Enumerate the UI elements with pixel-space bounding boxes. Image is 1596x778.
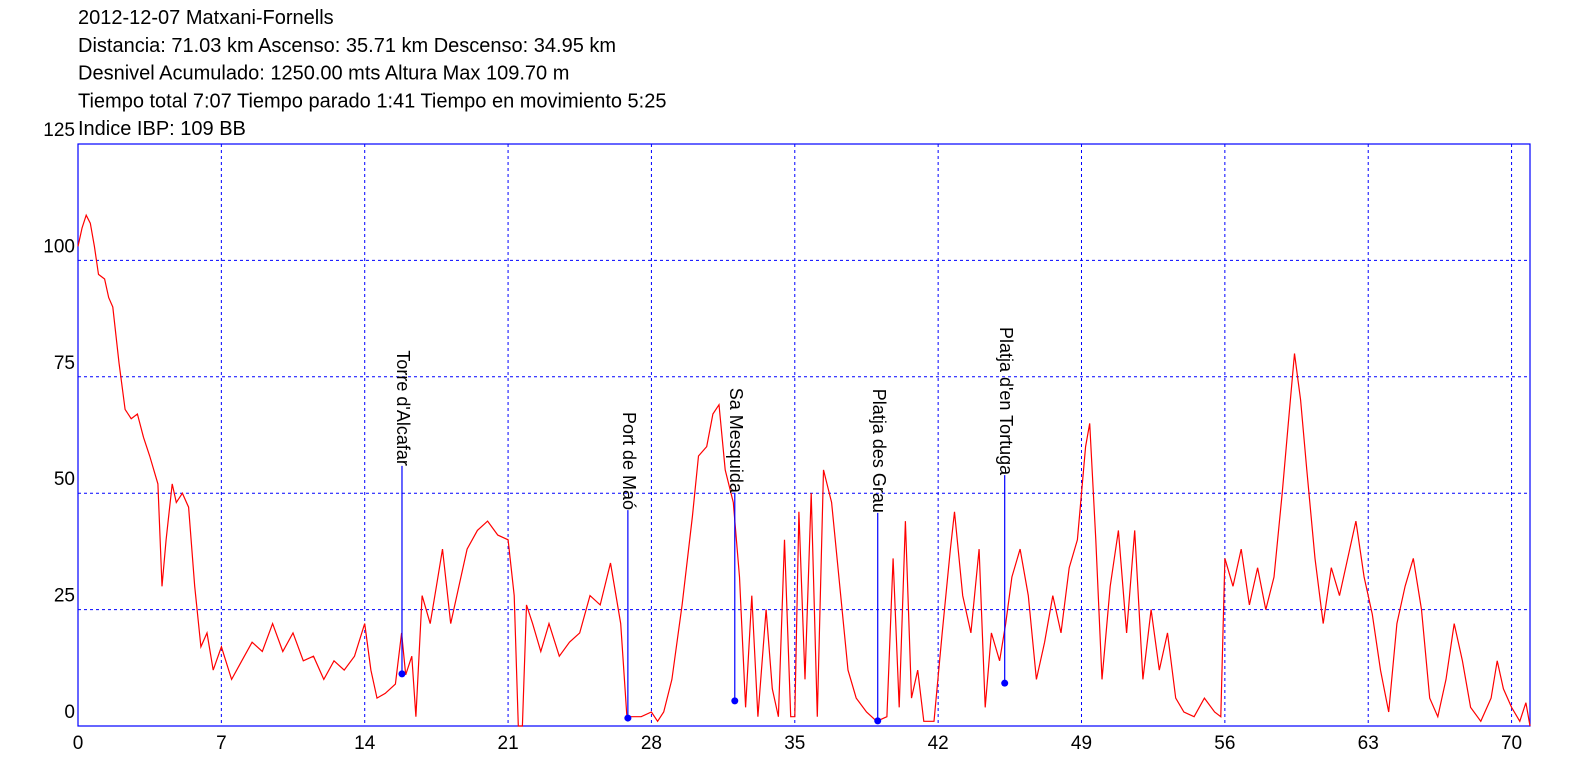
x-tick-label: 28: [641, 733, 662, 754]
y-tick-label: 50: [54, 469, 75, 490]
waypoint-marker: [731, 697, 739, 705]
title-line: Tiempo total 7:07 Tiempo parado 1:41 Tie…: [78, 90, 667, 112]
waypoint-marker: [1001, 679, 1009, 687]
waypoint-label: Port de Maó: [619, 412, 639, 510]
x-tick-label: 70: [1501, 733, 1522, 754]
title-line: Indice IBP: 109 BB: [78, 118, 246, 140]
x-tick-label: 63: [1358, 733, 1379, 754]
y-tick-label: 25: [54, 586, 75, 607]
title-line: Distancia: 71.03 km Ascenso: 35.71 km De…: [78, 35, 616, 57]
waypoint-marker: [398, 670, 406, 678]
waypoint-label: Platja des Grau: [869, 389, 889, 513]
y-tick-label: 100: [43, 236, 75, 257]
y-tick-label: 75: [54, 353, 75, 374]
x-tick-label: 21: [498, 733, 519, 754]
title-line: Desnivel Acumulado: 1250.00 mts Altura M…: [78, 63, 569, 85]
title-line: 2012-12-07 Matxani-Fornells: [78, 7, 334, 29]
x-tick-label: 49: [1071, 733, 1092, 754]
x-tick-label: 42: [928, 733, 949, 754]
y-tick-label: 0: [64, 702, 75, 723]
x-tick-label: 0: [73, 733, 84, 754]
x-tick-label: 56: [1214, 733, 1235, 754]
elevation-line: [77, 213, 1531, 727]
x-tick-label: 35: [784, 733, 805, 754]
waypoint-label: Platja d'en Tortuga: [996, 327, 1016, 476]
y-tick-label: 125: [43, 120, 75, 141]
waypoint-label: Sa Mesquida: [726, 388, 746, 494]
plot-border: [77, 143, 1531, 727]
waypoint-marker: [624, 714, 632, 722]
waypoint-label: Torre d'Alcafar: [393, 350, 413, 465]
waypoint-marker: [874, 717, 882, 725]
x-tick-label: 7: [216, 733, 227, 754]
x-tick-label: 14: [354, 733, 376, 754]
